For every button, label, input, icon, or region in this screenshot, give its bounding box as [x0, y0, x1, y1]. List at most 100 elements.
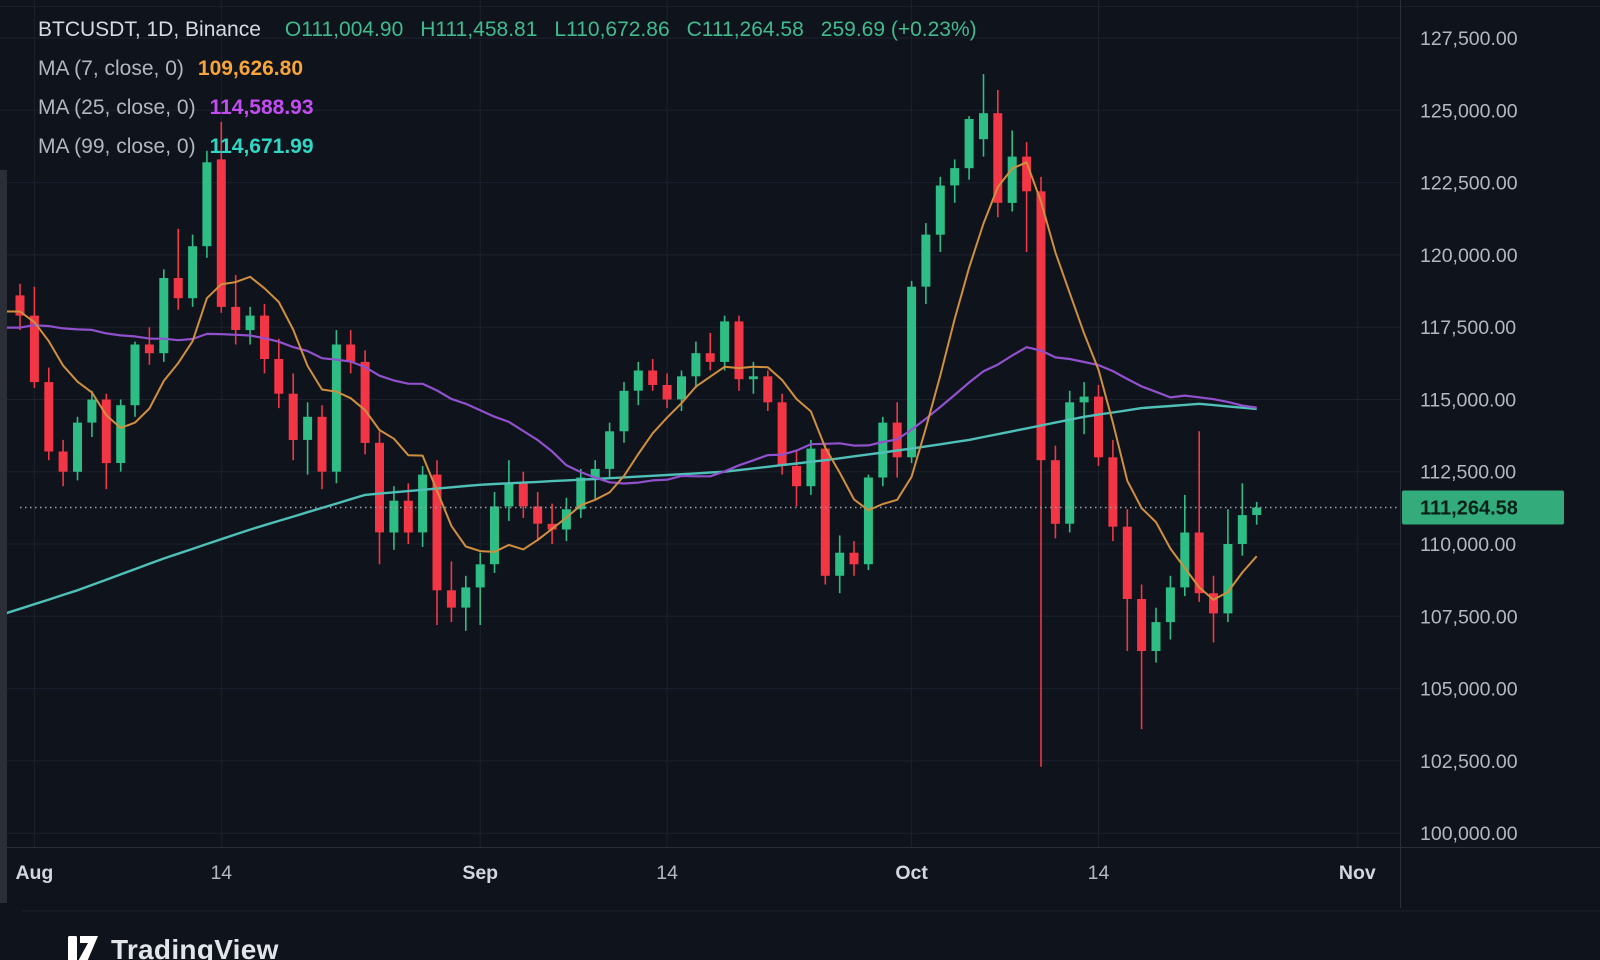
candle[interactable]: [561, 497, 571, 542]
candle[interactable]: [389, 486, 399, 550]
candle[interactable]: [619, 382, 629, 443]
ma25-value: 114,588.93: [209, 95, 314, 119]
ma99-value: 114,671.99: [209, 134, 314, 158]
candle[interactable]: [806, 439, 816, 495]
candle[interactable]: [1151, 607, 1161, 663]
candle[interactable]: [216, 121, 226, 313]
candle[interactable]: [964, 116, 974, 180]
candle[interactable]: [979, 74, 988, 157]
candle[interactable]: [101, 393, 111, 490]
candle[interactable]: [1108, 439, 1118, 542]
candle[interactable]: [1209, 575, 1218, 643]
candle[interactable]: [159, 269, 169, 362]
candle[interactable]: [863, 474, 873, 571]
candle[interactable]: [1165, 575, 1175, 640]
candle[interactable]: [331, 330, 341, 484]
candle[interactable]: [58, 439, 68, 487]
candle[interactable]: [1122, 509, 1132, 651]
candle[interactable]: [993, 90, 1003, 218]
candle[interactable]: [792, 451, 801, 507]
candle[interactable]: [720, 315, 730, 371]
chart-legend: BTCUSDT, 1D, Binance O111,004.90 H111,45…: [38, 10, 994, 166]
candle[interactable]: [1050, 445, 1060, 539]
price-axis-label: 100,000.00: [1420, 823, 1518, 845]
candle[interactable]: [691, 341, 701, 388]
candle[interactable]: [518, 471, 528, 518]
legend-ma25-row[interactable]: MA (25, close, 0) 114,588.93: [38, 88, 994, 127]
candle[interactable]: [173, 228, 183, 310]
candle[interactable]: [1223, 509, 1233, 623]
time-axis[interactable]: Aug 14 Sep 14 Oct 14 Nov: [15, 862, 1375, 884]
candle[interactable]: [130, 341, 140, 417]
candle[interactable]: [44, 367, 54, 461]
candle[interactable]: [461, 575, 471, 631]
candle[interactable]: [490, 492, 499, 573]
svg-text:111,264.58: 111,264.58: [1420, 498, 1518, 520]
candle[interactable]: [504, 460, 514, 521]
candle[interactable]: [202, 150, 212, 258]
tradingview-watermark[interactable]: TradingView: [66, 934, 279, 960]
candle[interactable]: [820, 442, 830, 585]
candle[interactable]: [245, 306, 255, 345]
ma7-line[interactable]: [0, 161, 1258, 601]
candle[interactable]: [1180, 494, 1190, 597]
legend-ma7-row[interactable]: MA (7, close, 0) 109,626.80: [38, 49, 994, 88]
candle[interactable]: [403, 483, 413, 544]
candle[interactable]: [188, 234, 198, 307]
candle[interactable]: [533, 492, 543, 542]
candle[interactable]: [1252, 501, 1262, 525]
candle[interactable]: [231, 275, 241, 345]
price-axis-label: 105,000.00: [1420, 679, 1518, 701]
candle[interactable]: [73, 416, 82, 481]
candle[interactable]: [317, 405, 327, 490]
open-value: O111,004.90: [284, 17, 404, 41]
candle[interactable]: [1036, 176, 1046, 767]
candle[interactable]: [734, 315, 744, 391]
candle[interactable]: [446, 561, 456, 623]
candle[interactable]: [1007, 130, 1017, 212]
price-axis[interactable]: 127,500.00 125,000.00 122,500.00 120,000.00…: [1420, 28, 1518, 845]
candle[interactable]: [950, 159, 960, 203]
candle[interactable]: [835, 535, 845, 594]
symbol-title[interactable]: BTCUSDT, 1D, Binance: [38, 17, 261, 41]
candle[interactable]: [763, 370, 773, 412]
candle[interactable]: [648, 359, 658, 391]
candle[interactable]: [547, 503, 557, 544]
candle[interactable]: [590, 460, 600, 501]
candle[interactable]: [303, 402, 313, 475]
candle[interactable]: [1237, 483, 1247, 556]
candle[interactable]: [1022, 142, 1032, 252]
legend-symbol-row[interactable]: BTCUSDT, 1D, Binance O111,004.90 H111,45…: [38, 10, 994, 49]
candle[interactable]: [849, 541, 859, 576]
candle[interactable]: [605, 422, 615, 478]
candle[interactable]: [935, 176, 945, 252]
price-axis-label: 107,500.00: [1420, 606, 1518, 628]
candle[interactable]: [1194, 431, 1204, 602]
legend-ma99-row[interactable]: MA (99, close, 0) 114,671.99: [38, 127, 994, 166]
candle[interactable]: [288, 373, 298, 461]
candle[interactable]: [87, 390, 97, 437]
candle[interactable]: [1065, 390, 1075, 533]
candle[interactable]: [15, 283, 25, 331]
candle[interactable]: [705, 332, 715, 371]
candle[interactable]: [777, 393, 787, 475]
candle[interactable]: [116, 399, 126, 472]
candle[interactable]: [144, 327, 154, 365]
candle[interactable]: [375, 431, 384, 565]
candle[interactable]: [662, 373, 672, 409]
candle[interactable]: [475, 552, 485, 625]
candle[interactable]: [921, 223, 931, 304]
price-axis-label: 115,000.00: [1420, 390, 1516, 412]
candle[interactable]: [1094, 385, 1103, 466]
candle[interactable]: [1137, 584, 1147, 730]
candle[interactable]: [576, 468, 586, 518]
candle[interactable]: [1079, 382, 1089, 435]
candle[interactable]: [633, 361, 643, 406]
ma25-line[interactable]: [0, 324, 1257, 485]
candle[interactable]: [907, 280, 917, 464]
candle[interactable]: [418, 466, 428, 547]
candle[interactable]: [274, 338, 284, 409]
candle[interactable]: [346, 330, 356, 374]
candle[interactable]: [29, 286, 39, 388]
